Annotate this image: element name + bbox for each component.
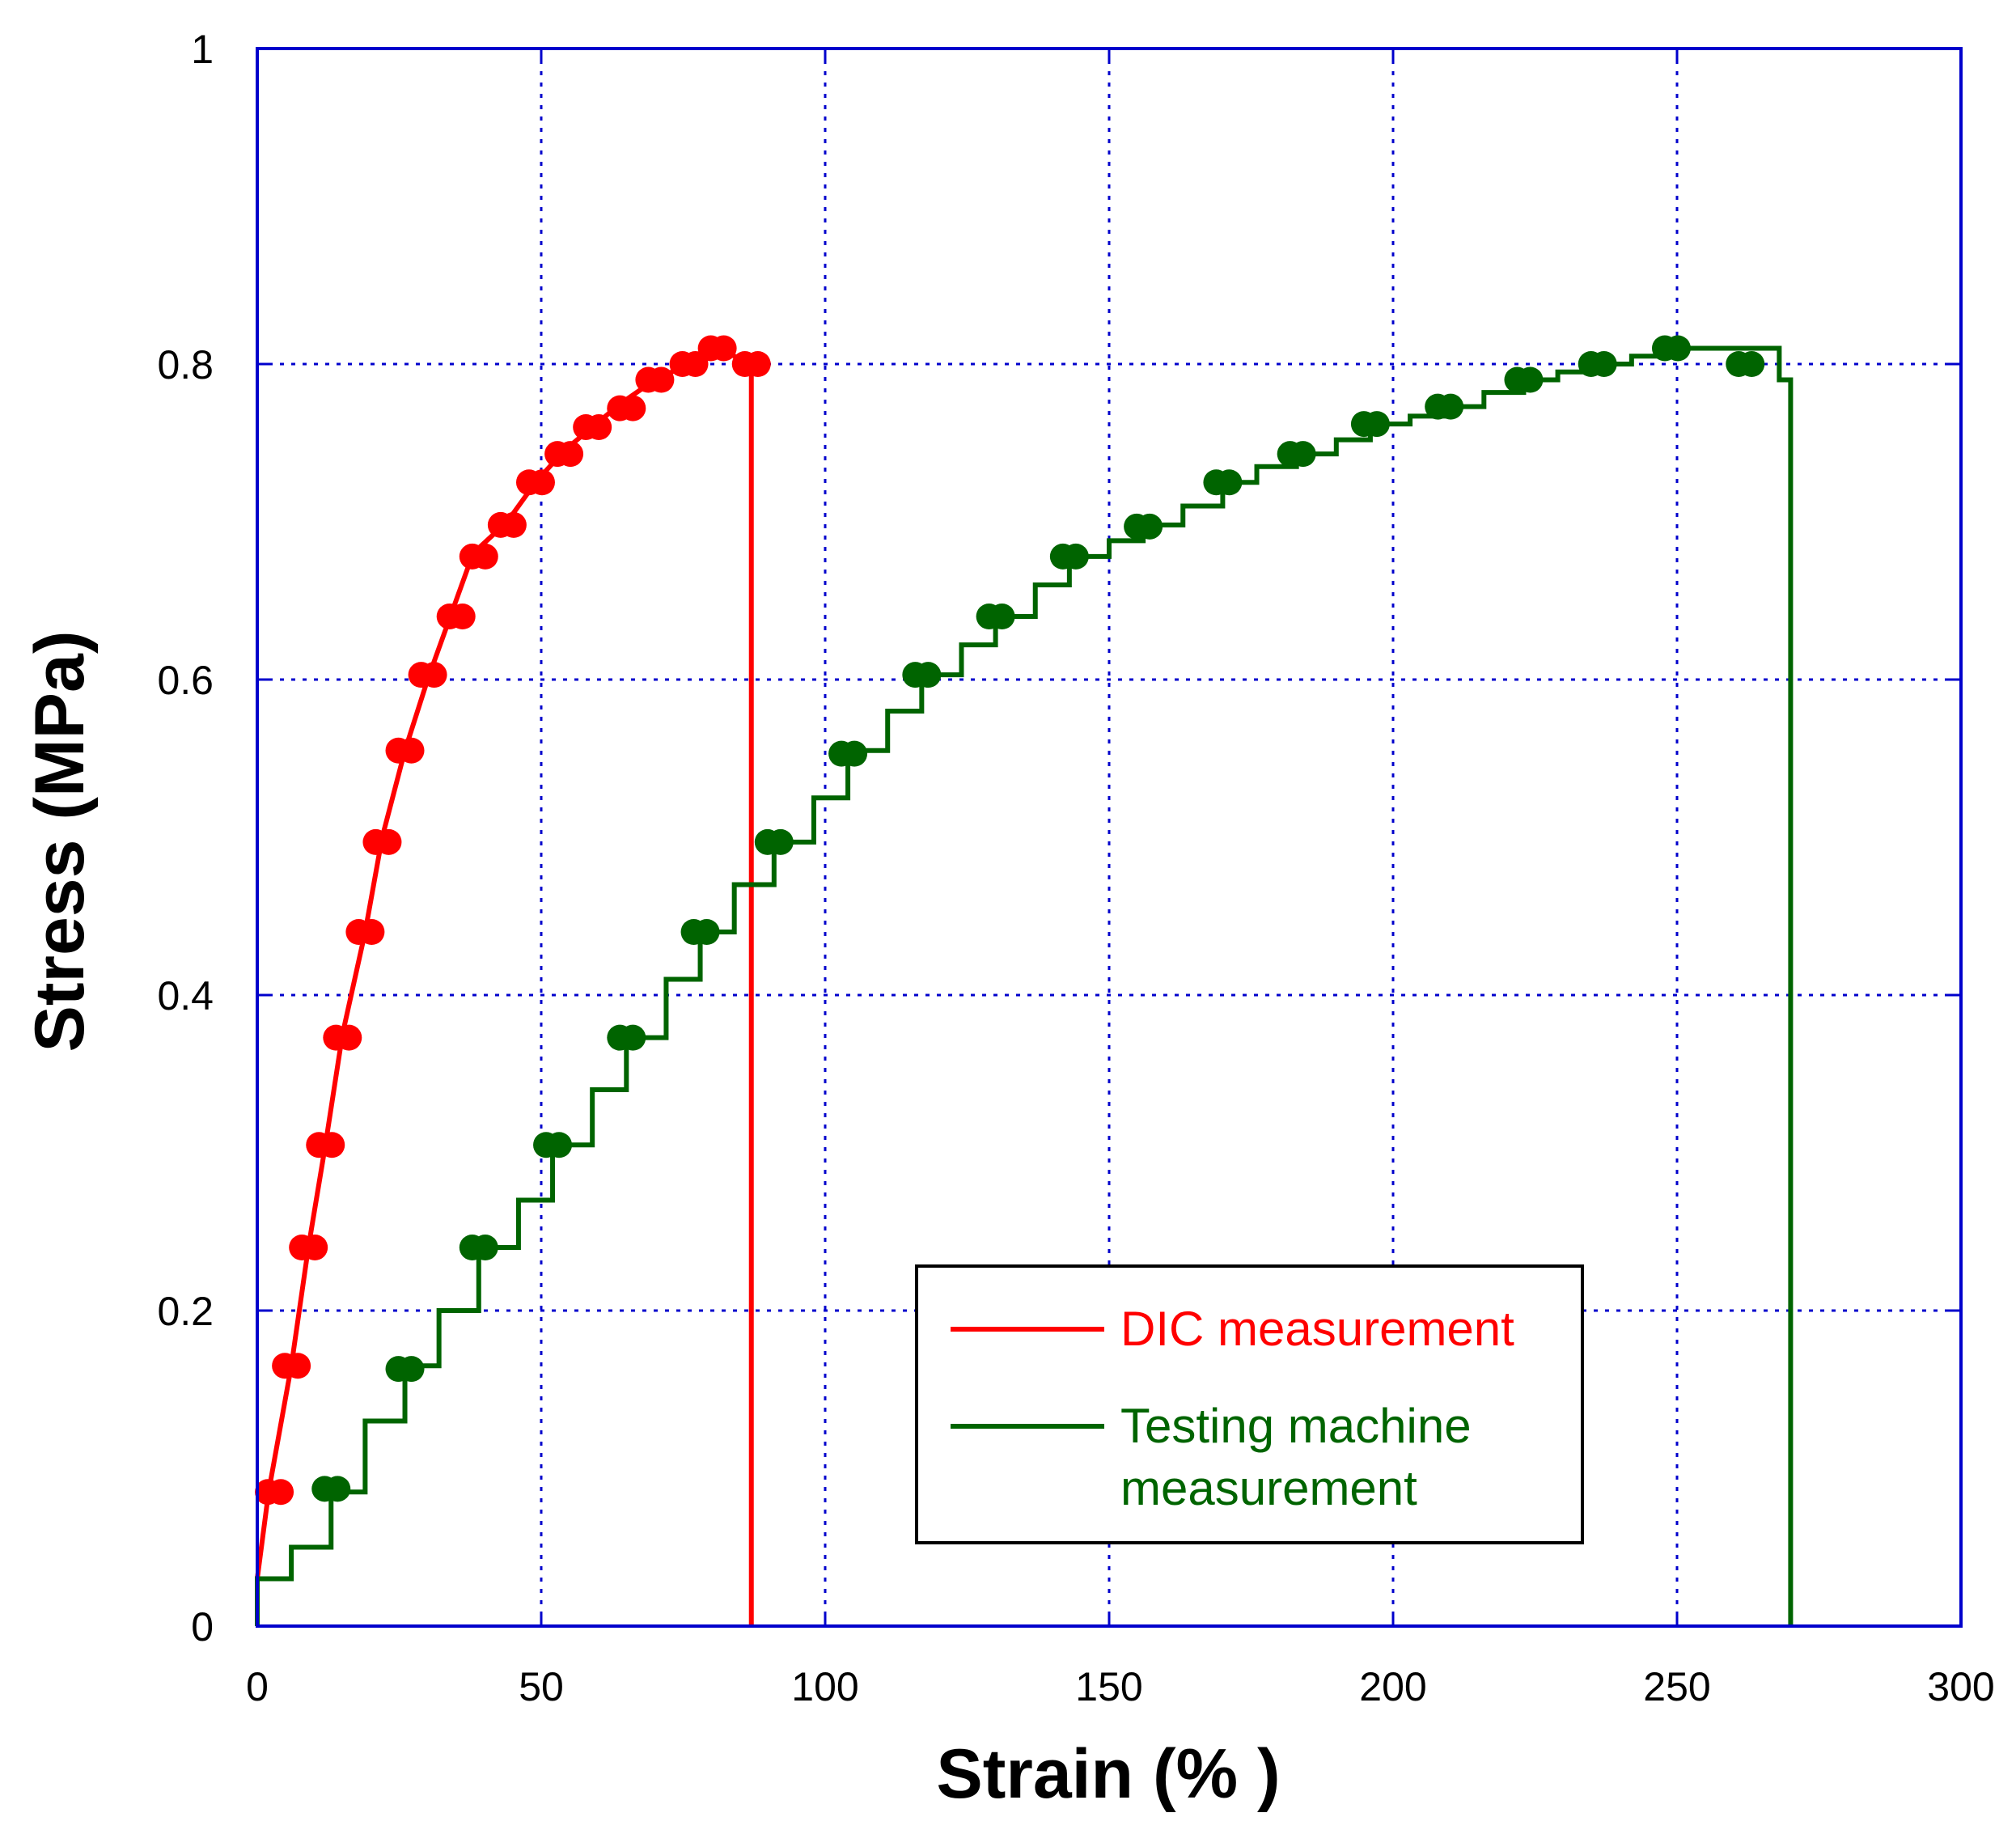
data-point-dic (358, 919, 385, 945)
data-point-testing-machine (620, 1024, 646, 1051)
x-tick-label: 0 (246, 1664, 269, 1709)
data-point-dic (268, 1479, 294, 1506)
legend-label-testing-machine: measurement (1120, 1461, 1417, 1515)
data-point-dic (302, 1235, 328, 1260)
data-point-dic (744, 351, 771, 377)
data-point-testing-machine (1739, 351, 1765, 377)
legend-label-dic: DIC measurement (1120, 1302, 1514, 1356)
data-point-dic (449, 604, 476, 629)
legend-box (915, 1264, 1584, 1544)
legend: DIC measurement Testing machine measuremen… (915, 1264, 1584, 1544)
data-point-testing-machine (989, 604, 1015, 629)
data-point-dic (421, 662, 447, 688)
data-point-testing-machine (546, 1132, 573, 1158)
data-point-dic (319, 1132, 345, 1158)
tick-labels: 0 50 100 150 200 250 300 0 0.2 0.4 0.6 0.8 1 (157, 27, 1994, 1709)
data-point-testing-machine (398, 1356, 425, 1383)
data-point-dic (472, 543, 498, 570)
x-tick-label: 50 (519, 1664, 564, 1709)
data-point-testing-machine (1438, 393, 1464, 420)
data-point-dic (620, 395, 646, 421)
y-axis-title: Stress (MPa) (21, 631, 99, 1053)
legend-label-testing-machine: Testing machine (1120, 1399, 1472, 1453)
data-point-testing-machine (915, 662, 942, 688)
x-tick-label: 250 (1643, 1664, 1710, 1709)
data-point-testing-machine (1062, 543, 1089, 570)
data-point-testing-machine (841, 740, 868, 767)
x-tick-label: 100 (791, 1664, 858, 1709)
series-line-testing-machine (255, 345, 1794, 1626)
data-point-testing-machine (1290, 441, 1316, 468)
y-tick-label: 0.2 (157, 1289, 214, 1334)
x-tick-label: 300 (1927, 1664, 1994, 1709)
data-point-testing-machine (1664, 335, 1691, 362)
data-point-dic (586, 414, 612, 440)
y-tick-label: 0.6 (157, 658, 214, 703)
data-point-testing-machine (767, 828, 794, 855)
data-point-dic (336, 1024, 362, 1051)
y-tick-label: 1 (191, 27, 214, 72)
data-point-dic (285, 1353, 311, 1379)
data-point-testing-machine (1363, 411, 1390, 438)
x-axis-title: Strain (% ) (936, 1735, 1280, 1813)
x-tick-label: 150 (1075, 1664, 1142, 1709)
data-point-dic (500, 511, 527, 538)
data-point-testing-machine (693, 919, 720, 945)
series-testing-machine (255, 335, 1794, 1626)
data-point-testing-machine (1517, 366, 1544, 393)
data-point-dic (528, 469, 555, 496)
series-layer (255, 335, 1794, 1626)
series-dic (255, 335, 771, 1626)
data-point-dic (710, 335, 737, 362)
data-point-testing-machine (1216, 469, 1243, 496)
y-tick-label: 0 (191, 1604, 214, 1650)
data-point-dic (398, 737, 425, 764)
x-tick-label: 200 (1359, 1664, 1426, 1709)
data-point-testing-machine (472, 1235, 498, 1260)
data-point-testing-machine (324, 1476, 351, 1502)
data-point-testing-machine (1137, 513, 1163, 540)
data-point-testing-machine (1590, 351, 1617, 377)
y-tick-label: 0.4 (157, 973, 214, 1019)
data-point-dic (648, 366, 675, 393)
y-tick-label: 0.8 (157, 342, 214, 388)
data-point-dic (375, 828, 402, 855)
data-point-dic (557, 441, 584, 468)
